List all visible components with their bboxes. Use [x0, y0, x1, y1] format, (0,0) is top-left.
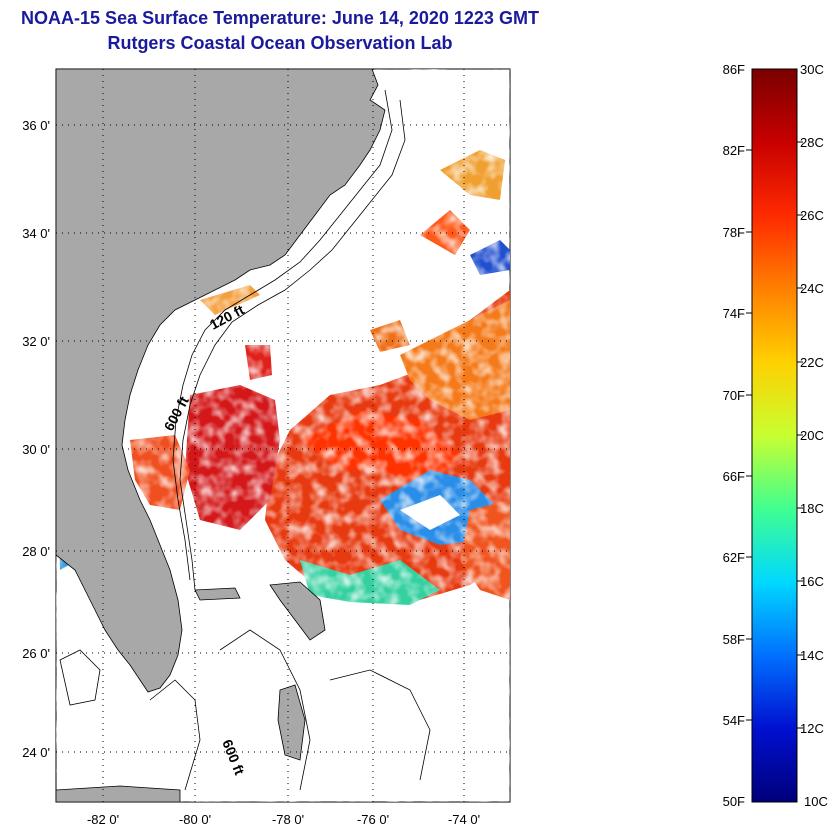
colorbar — [751, 68, 798, 803]
cb-label-f-78: 78F — [723, 225, 745, 240]
lat-label-26: 26 0' — [22, 646, 50, 661]
cb-label-f-62: 62F — [723, 550, 745, 565]
cb-label-f-54: 54F — [723, 713, 745, 728]
cb-label-c-26: 26C — [800, 208, 824, 223]
lon-label-80: -80 0' — [179, 812, 211, 827]
cb-label-c-18: 18C — [800, 501, 824, 516]
lon-label-82: -82 0' — [87, 812, 119, 827]
cb-label-f-50: 50F — [723, 794, 745, 809]
map-subtitle: Rutgers Coastal Ocean Observation Lab — [107, 33, 453, 53]
cb-label-f-66: 66F — [723, 469, 745, 484]
graticule — [56, 69, 510, 802]
cb-label-c-20: 20C — [800, 428, 824, 443]
cb-label-c-22: 22C — [800, 355, 824, 370]
cb-label-f-86: 86F — [723, 62, 745, 77]
cb-label-c-28: 28C — [800, 135, 824, 150]
cb-label-f-82: 82F — [723, 143, 745, 158]
cb-label-f-58: 58F — [723, 632, 745, 647]
map-title: NOAA-15 Sea Surface Temperature: June 14… — [21, 8, 539, 28]
cb-label-c-14: 14C — [800, 648, 824, 663]
cb-label-c-30: 30C — [800, 62, 824, 77]
cb-label-c-12: 12C — [800, 721, 824, 736]
land-bahamas — [56, 581, 326, 802]
cb-label-c-16: 16C — [800, 574, 824, 589]
lat-label-30: 30 0' — [22, 442, 50, 457]
lon-label-74: -74 0' — [448, 812, 480, 827]
lat-label-24: 24 0' — [22, 745, 50, 760]
land-us-coast — [56, 69, 386, 693]
colorbar-ticks — [746, 141, 803, 729]
lat-label-28: 28 0' — [22, 544, 50, 559]
lat-label-36: 36 0' — [22, 118, 50, 133]
cb-label-f-70: 70F — [723, 388, 745, 403]
cb-label-c-10: 10C — [804, 794, 828, 809]
cb-label-f-74: 74F — [723, 306, 745, 321]
lat-label-34: 34 0' — [22, 226, 50, 241]
lat-label-32: 32 0' — [22, 334, 50, 349]
cb-label-c-24: 24C — [800, 281, 824, 296]
lon-label-76: -76 0' — [357, 812, 389, 827]
lon-label-78: -78 0' — [272, 812, 304, 827]
